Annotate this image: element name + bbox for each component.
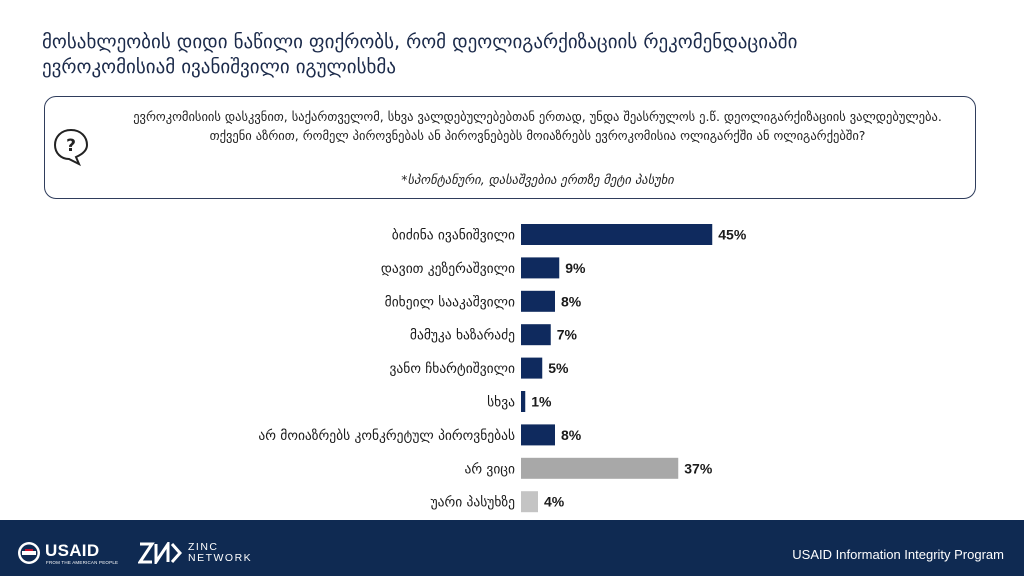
question-note: *სპონტანური, დასაშვებია ერთზე მეტი პასუხ… (401, 172, 674, 187)
program-name: USAID Information Integrity Program (792, 547, 1004, 562)
category-label: არ ვიცი (465, 460, 516, 477)
usaid-seal-icon (18, 542, 40, 564)
page-title: მოსახლეობის დიდი ნაწილი ფიქრობს, რომ დეო… (42, 30, 982, 80)
value-label: 1% (531, 394, 552, 410)
category-label: ბიძინა ივანიშვილი (392, 228, 515, 244)
footer: USAID FROM THE AMERICAN PEOPLE ZINC NETW… (0, 520, 1024, 576)
usaid-logo: USAID (45, 541, 100, 560)
zinc-line-1: ZINC (188, 541, 219, 553)
value-label: 8% (561, 427, 582, 443)
title-line-1: მოსახლეობის დიდი ნაწილი ფიქრობს, რომ დეო… (42, 31, 798, 53)
value-label: 9% (565, 260, 586, 276)
question-text: ევროკომისიის დასკვნით, საქართველომ, სხვა… (133, 109, 942, 143)
category-label: მამუკა ხაზარაძე (410, 327, 515, 344)
zinc-logo-icon (138, 542, 182, 564)
bar (521, 457, 679, 479)
category-label: არ მოიაზრებს კონკრეტულ პიროვნებას (258, 427, 515, 444)
bar (521, 391, 526, 412)
bar (521, 424, 555, 446)
category-label: სხვა (487, 395, 515, 411)
value-label: 8% (561, 293, 582, 309)
bar (521, 290, 555, 312)
question-box: ? ევროკომისიის დასკვნით, საქართველომ, სხ… (44, 96, 976, 199)
zinc-line-2: NETWORK (188, 552, 253, 564)
bar (521, 224, 713, 245)
category-label: უარი პასუხზე (431, 494, 516, 511)
category-label: დავით კეზერაშვილი (381, 260, 515, 277)
category-label: ვანო ჩხარტიშვილი (389, 360, 515, 377)
bar-chart: ბიძინა ივანიშვილი 45% დავით კეზერაშვილი 9% მ… (258, 224, 747, 513)
title-line-2: ევროკომისიამ ივანიშვილი იგულისხმა (42, 56, 396, 78)
question-bubble-icon: ? (53, 128, 89, 167)
value-label: 37% (684, 460, 713, 476)
value-label: 7% (557, 327, 578, 343)
bar (521, 324, 551, 346)
value-label: 4% (544, 494, 565, 510)
usaid-tagline: FROM THE AMERICAN PEOPLE (46, 560, 119, 565)
value-label: 5% (548, 360, 569, 376)
bar (521, 257, 560, 279)
svg-text:?: ? (66, 136, 76, 156)
bar (521, 357, 543, 379)
zinc-network-logo: ZINC NETWORK (188, 542, 252, 564)
category-label: მიხეილ სააკაშვილი (385, 294, 515, 310)
value-label: 45% (718, 227, 747, 243)
bar (521, 491, 538, 513)
